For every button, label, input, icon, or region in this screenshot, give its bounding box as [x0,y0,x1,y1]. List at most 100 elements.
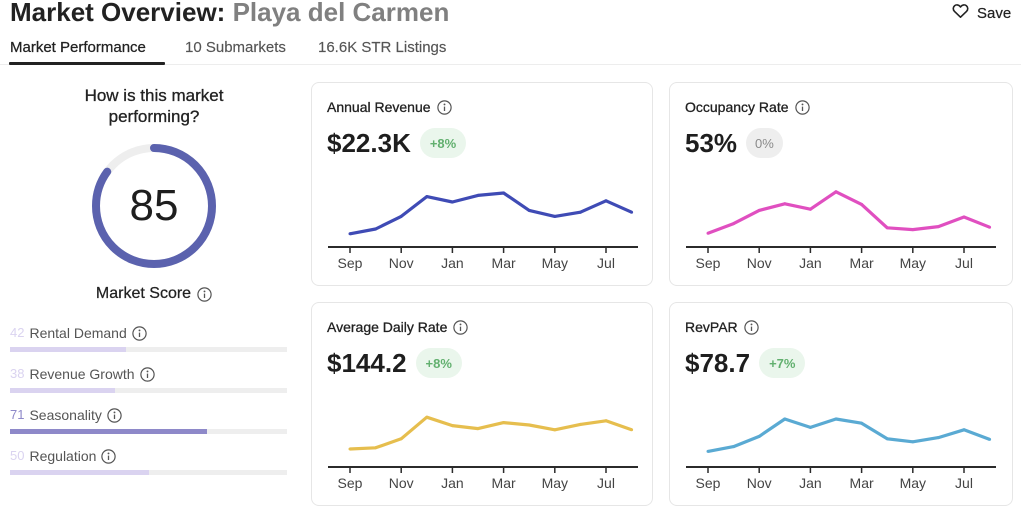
change-badge: +7% [759,348,806,378]
occupancy-rate-line-chart: Sep Nov Jan Mar May Jul [686,190,996,271]
data-point [553,428,557,432]
series-line [349,191,633,236]
info-icon[interactable] [107,407,122,423]
component-score: 42 [10,325,25,340]
info-icon[interactable] [132,325,147,341]
data-point [962,215,966,219]
data-point [834,190,838,194]
data-point [476,427,480,431]
x-tick-label: Mar [850,255,874,271]
info-icon[interactable] [101,448,117,464]
data-point [399,437,403,441]
data-point [988,225,992,229]
info-icon[interactable] [436,99,452,115]
data-point [860,421,864,425]
component-bar-fill [10,388,116,393]
active-tab-indicator [9,62,165,65]
data-point [757,208,761,212]
metric-title: Annual Revenue [327,99,431,115]
data-point [706,449,710,453]
data-point [936,436,940,440]
x-tick-label: Sep [338,255,363,271]
x-tick-label: Jul [955,475,973,491]
data-point [706,231,710,235]
data-point [757,434,761,438]
save-button[interactable]: Save [952,3,1011,24]
data-point [450,200,454,204]
change-badge: +8% [415,348,462,378]
data-point [860,202,864,206]
metric-title: Average Daily Rate [327,319,448,335]
data-point [911,440,915,444]
heart-outline-icon [952,3,969,24]
data-point [425,415,429,419]
market-score-label: Market Score [95,285,192,302]
score-component-rental-demand: 42 Rental Demand [10,324,147,342]
score-component-revenue-growth: 38 Revenue Growth [10,365,155,383]
series-line [707,190,991,235]
data-point [502,421,506,425]
x-tick-label: May [542,475,568,491]
data-point [988,437,992,441]
score-component-seasonality: 71 Seasonality [10,406,122,424]
annual-revenue-line-chart: Sep Nov Jan Mar May Jul [328,191,638,271]
info-icon[interactable] [139,366,155,382]
x-tick-label: Mar [492,255,516,271]
page-title-prefix: Market Overview: [10,0,226,27]
data-point [502,191,506,195]
metric-card-revpar[interactable]: RevPAR $78.7 +7% Sep Nov Jan Mar May Jul [669,302,1013,506]
change-badge: +8% [419,128,467,158]
x-tick-label: Jul [597,475,615,491]
info-icon[interactable] [453,319,469,335]
info-icon[interactable] [794,99,810,115]
x-tick-label: Jan [799,255,822,271]
x-tick-label: Nov [389,475,414,491]
component-bar-track [10,347,287,352]
data-point [374,227,378,231]
metric-value: $78.7 [685,348,751,378]
data-point [630,210,634,214]
data-point [732,222,736,226]
tab-market-performance[interactable]: Market Performance [10,39,146,56]
series-line [349,415,633,451]
market-score-value: 85 [129,181,179,230]
data-point [962,428,966,432]
x-tick-label: Nov [747,255,772,271]
data-point [399,214,403,218]
component-bar-track [10,429,287,434]
save-label: Save [977,4,1012,22]
component-label: Regulation [29,448,97,464]
data-point [630,428,634,432]
x-tick-label: May [900,255,926,271]
x-tick-label: Jan [441,255,464,271]
data-point [553,214,557,218]
x-tick-label: Jul [597,255,615,271]
component-bar-fill [10,347,127,352]
metric-card-average-daily-rate[interactable]: Average Daily Rate $144.2 +8% Sep Nov Jan M… [311,302,653,506]
data-point [936,225,940,229]
data-point [374,446,378,450]
tab-submarkets[interactable]: 10 Submarkets [185,39,286,56]
component-bar-track [10,388,287,393]
metric-card-annual-revenue[interactable]: Annual Revenue $22.3K +8% Sep Nov Jan Mar Ma… [311,82,653,286]
x-tick-label: Jul [955,255,973,271]
data-point [348,447,352,451]
component-label: Rental Demand [29,325,127,341]
info-icon[interactable] [197,286,212,302]
metric-value: 53% [685,128,738,158]
data-point [783,202,787,206]
info-icon[interactable] [743,319,759,335]
market-score-gauge [92,144,216,268]
tab-str-listings[interactable]: 16.6K STR Listings [318,39,447,56]
x-tick-label: Nov [747,475,772,491]
revpar-line-chart: Sep Nov Jan Mar May Jul [686,417,996,491]
tabs-divider [0,64,1021,65]
component-score: 50 [10,448,25,463]
page-title-location: Playa del Carmen [232,0,450,27]
x-tick-label: Jan [799,475,822,491]
metric-card-occupancy-rate[interactable]: Occupancy Rate 53% 0% Sep Nov Jan Mar May Jul [669,82,1013,286]
data-point [808,425,812,429]
x-tick-label: Jan [441,475,464,491]
x-tick-label: Mar [850,475,874,491]
data-point [425,195,429,199]
